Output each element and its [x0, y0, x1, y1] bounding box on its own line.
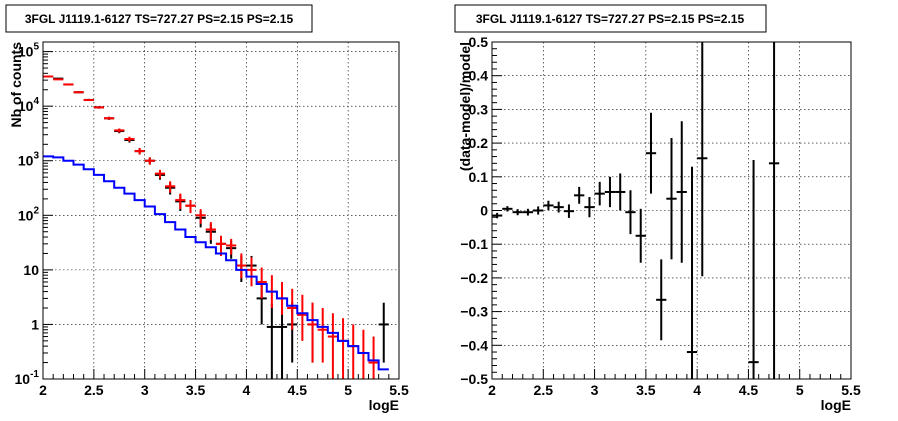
axis-ticks: 2 2.5 3 3.5 4 4.5 5 5.5 −0.5 −0.4 −0.3 −0.2 −0.1 0 0.1… [460, 34, 861, 398]
title-box [454, 4, 767, 33]
title-box [5, 4, 313, 33]
x-tick-label: 5 [796, 382, 804, 398]
y-tick-label: 103 [18, 151, 40, 169]
y-tick-label: 10-1 [15, 369, 40, 387]
x-tick-label: 4.5 [739, 382, 759, 398]
x-tick-label: 4.5 [288, 382, 308, 398]
residuals-panel: 3FGL J1119.1-6127 TS=727.27 PS=2.15 PS=2… [454, 4, 861, 413]
x-tick-label: 5.5 [389, 382, 409, 398]
plot-series [492, 42, 780, 379]
x-tick-label: 2 [39, 382, 47, 398]
y-tick-label: 0 [480, 203, 488, 219]
y-tick-label: −0.2 [460, 270, 488, 286]
y-axis-label: Nb of counts [8, 42, 24, 128]
y-tick-label: 1 [31, 316, 39, 332]
x-tick-label: 3 [141, 382, 149, 398]
y-tick-label: 0.1 [469, 169, 489, 185]
y-tick-label: 0.3 [469, 101, 489, 117]
chart-title: 3FGL J1119.1-6127 TS=727.27 PS=2.15 PS=2… [476, 12, 745, 26]
x-tick-label: 2 [488, 382, 496, 398]
x-tick-label: 3.5 [636, 382, 656, 398]
grid-lines [492, 42, 851, 379]
x-tick-label: 2.5 [534, 382, 554, 398]
y-tick-label: −0.5 [460, 371, 488, 387]
y-tick-label: 102 [18, 205, 40, 223]
x-tick-label: 5 [344, 382, 352, 398]
plot-series [43, 75, 389, 379]
y-tick-label: −0.3 [460, 304, 488, 320]
y-tick-label: 10 [23, 262, 39, 278]
x-tick-label: 4 [693, 382, 701, 398]
x-tick-label: 3.5 [186, 382, 206, 398]
x-axis-label: logE [821, 397, 851, 413]
chart-title: 3FGL J1119.1-6127 TS=727.27 PS=2.15 PS=2… [25, 12, 294, 26]
x-axis-label: logE [369, 397, 399, 413]
y-tick-label: −0.1 [460, 236, 488, 252]
y-tick-label: −0.4 [460, 337, 488, 353]
model-step-line [43, 155, 389, 371]
grid-lines [43, 42, 399, 379]
counts-panel: 3FGL J1119.1-6127 TS=727.27 PS=2.15 PS=2… [5, 4, 409, 413]
x-tick-label: 3 [591, 382, 599, 398]
x-tick-label: 4 [243, 382, 251, 398]
x-tick-label: 5.5 [841, 382, 861, 398]
y-tick-label: 0.4 [469, 68, 489, 84]
plot-frame [42, 41, 400, 380]
x-tick-label: 2.5 [84, 382, 104, 398]
y-axis-label: (data-model)/model [457, 42, 473, 171]
y-tick-label: 0.2 [469, 135, 489, 151]
y-tick-label: 0.5 [469, 34, 489, 50]
